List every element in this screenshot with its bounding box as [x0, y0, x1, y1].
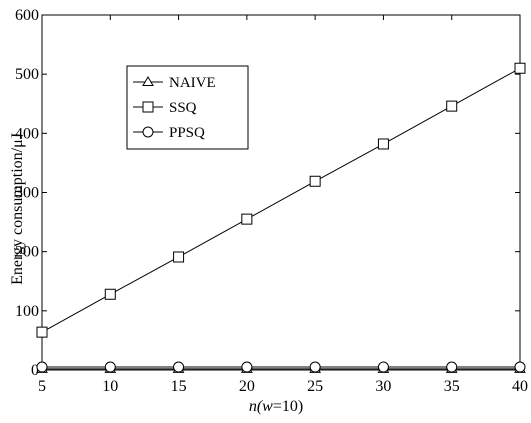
data-point-ppsq	[36, 361, 48, 373]
series-ppsq	[36, 361, 526, 373]
y-tick-label: 400	[15, 125, 39, 142]
data-point-ppsq	[241, 361, 253, 373]
y-tick-label: 600	[15, 7, 39, 24]
data-point-ppsq	[446, 361, 458, 373]
x-tick-label: 35	[444, 378, 460, 395]
data-point-ppsq	[377, 361, 389, 373]
data-point-ppsq	[104, 361, 116, 373]
axes: 0 100 200 300 400 500 600 5 10 15 20 25 30 35 40	[15, 7, 528, 395]
data-point-ppsq	[514, 361, 526, 373]
legend-marker-ppsq	[142, 126, 154, 138]
x-tick-label: 25	[307, 378, 323, 395]
y-axis-label: Energy consumption/μJ	[9, 133, 26, 285]
y-tick-label: 200	[15, 244, 39, 261]
data-point-ssq	[309, 175, 321, 187]
series-ssq	[36, 62, 526, 338]
x-tick-label: 30	[375, 378, 391, 395]
data-point-ssq	[173, 251, 185, 263]
y-tick-label: 100	[15, 303, 39, 320]
legend: NAIVE SSQ PPSQ	[126, 65, 249, 150]
data-point-ssq	[36, 326, 48, 338]
legend-item-ssq: SSQ	[133, 100, 197, 116]
legend-label-ppsq: PPSQ	[169, 125, 205, 141]
x-tick-label: 20	[239, 378, 255, 395]
data-point-ssq	[241, 213, 253, 225]
y-tick-label: 500	[15, 66, 39, 83]
data-point-ssq	[514, 62, 526, 74]
data-point-ssq	[446, 100, 458, 112]
legend-item-naive: NAIVE	[133, 75, 216, 91]
x-tick-label: 5	[38, 378, 46, 395]
legend-item-ppsq: PPSQ	[133, 125, 205, 141]
legend-label-naive: NAIVE	[169, 75, 216, 91]
plot-frame	[41, 14, 521, 371]
x-axis-label-var: w	[262, 398, 273, 415]
series-line-ssq	[41, 67, 521, 333]
legend-marker-ssq	[142, 101, 154, 113]
y-tick-label: 0	[31, 362, 39, 379]
x-axis-label: n(w=10)	[249, 398, 303, 415]
x-tick-label: 10	[102, 378, 118, 395]
x-tick-label: 40	[512, 378, 528, 395]
data-point-ppsq	[309, 361, 321, 373]
y-tick-label: 300	[15, 185, 39, 202]
data-point-ssq	[377, 138, 389, 150]
data-point-ppsq	[173, 361, 185, 373]
x-tick-label: 15	[171, 378, 187, 395]
legend-label-ssq: SSQ	[169, 100, 197, 116]
x-axis-label-pre: n(	[249, 398, 264, 415]
x-axis-label-post: =10)	[273, 398, 303, 415]
series-layer	[36, 62, 526, 373]
data-point-ssq	[104, 288, 116, 300]
legend-marker-naive	[142, 76, 154, 86]
